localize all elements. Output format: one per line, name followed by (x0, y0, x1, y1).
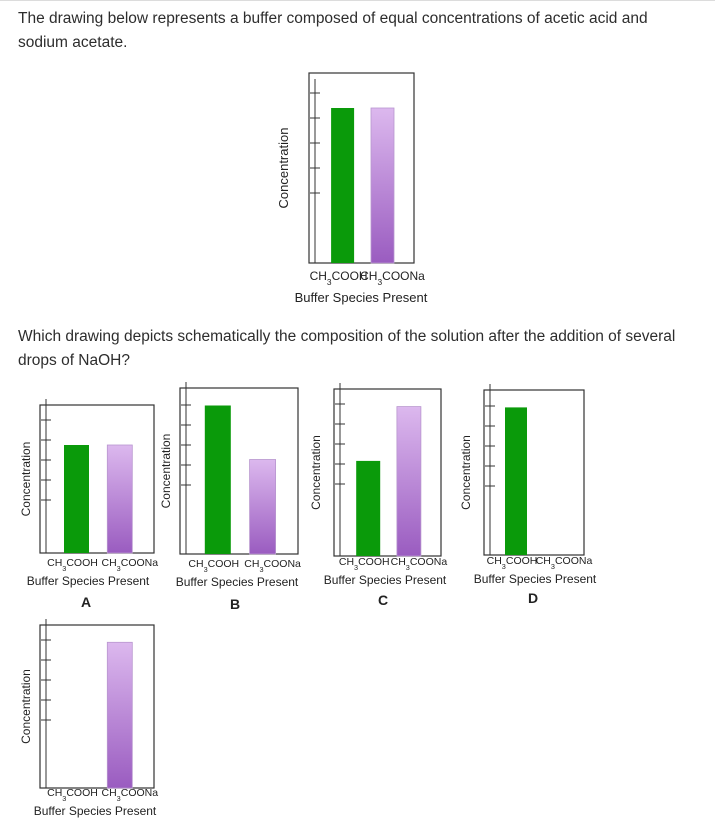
bar-sodium-acetate (106, 444, 133, 554)
top-divider (0, 0, 715, 1)
y-axis-label: Concentration (19, 669, 33, 744)
y-axis-label: Concentration (309, 435, 323, 510)
y-axis-label: Concentration (276, 128, 291, 209)
plot-frame (39, 624, 155, 789)
x-axis-label: Buffer Species Present (324, 573, 447, 587)
x-axis-label: Buffer Species Present (176, 575, 299, 589)
category-label-acid: CH3COOH (47, 787, 98, 803)
category-label-acid: CH3COOH (339, 556, 390, 572)
y-axis-label: Concentration (459, 435, 473, 510)
plot-frame (179, 387, 299, 555)
category-label-acid: CH3COOH (487, 555, 538, 571)
question-intro: The drawing below represents a buffer co… (18, 10, 648, 51)
category-label-salt: CH3COONa (102, 557, 159, 573)
y-axis-label: Concentration (159, 434, 173, 509)
bar-acetic-acid (331, 108, 355, 263)
option-label: D (528, 590, 538, 606)
bar-acetic-acid (505, 407, 527, 555)
plot-frame (333, 388, 442, 557)
plot-frame (483, 389, 585, 556)
y-axis-label: Concentration (19, 442, 33, 517)
category-label-acid: CH3COOH (188, 558, 239, 574)
option-label: B (230, 596, 240, 612)
category-label-salt: CH3COONa (536, 555, 593, 571)
x-axis-label: Buffer Species Present (34, 804, 157, 818)
x-axis-label: Buffer Species Present (295, 290, 428, 305)
category-label-salt: CH3COONa (102, 787, 159, 803)
bar-sodium-acetate (370, 107, 395, 264)
bar-acetic-acid (204, 405, 231, 554)
category-label-salt: CH3COONa (360, 269, 425, 287)
x-axis-label: Buffer Species Present (27, 574, 150, 588)
category-label-salt: CH3COONa (244, 558, 301, 574)
option-label: C (378, 592, 388, 608)
bar-sodium-acetate (249, 459, 277, 555)
option-label: A (81, 594, 91, 610)
category-label-acid: CH3COOH (310, 269, 368, 287)
bar-sodium-acetate (106, 641, 133, 789)
category-label-acid: CH3COOH (47, 557, 98, 573)
category-label-salt: CH3COONa (391, 556, 448, 572)
question-prompt: Which drawing depicts schematically the … (18, 328, 676, 369)
bar-sodium-acetate (396, 406, 422, 557)
bar-acetic-acid (64, 445, 89, 553)
x-axis-label: Buffer Species Present (474, 572, 597, 586)
bar-acetic-acid (356, 460, 381, 556)
plot-frame (308, 72, 415, 264)
plot-frame (39, 404, 155, 554)
